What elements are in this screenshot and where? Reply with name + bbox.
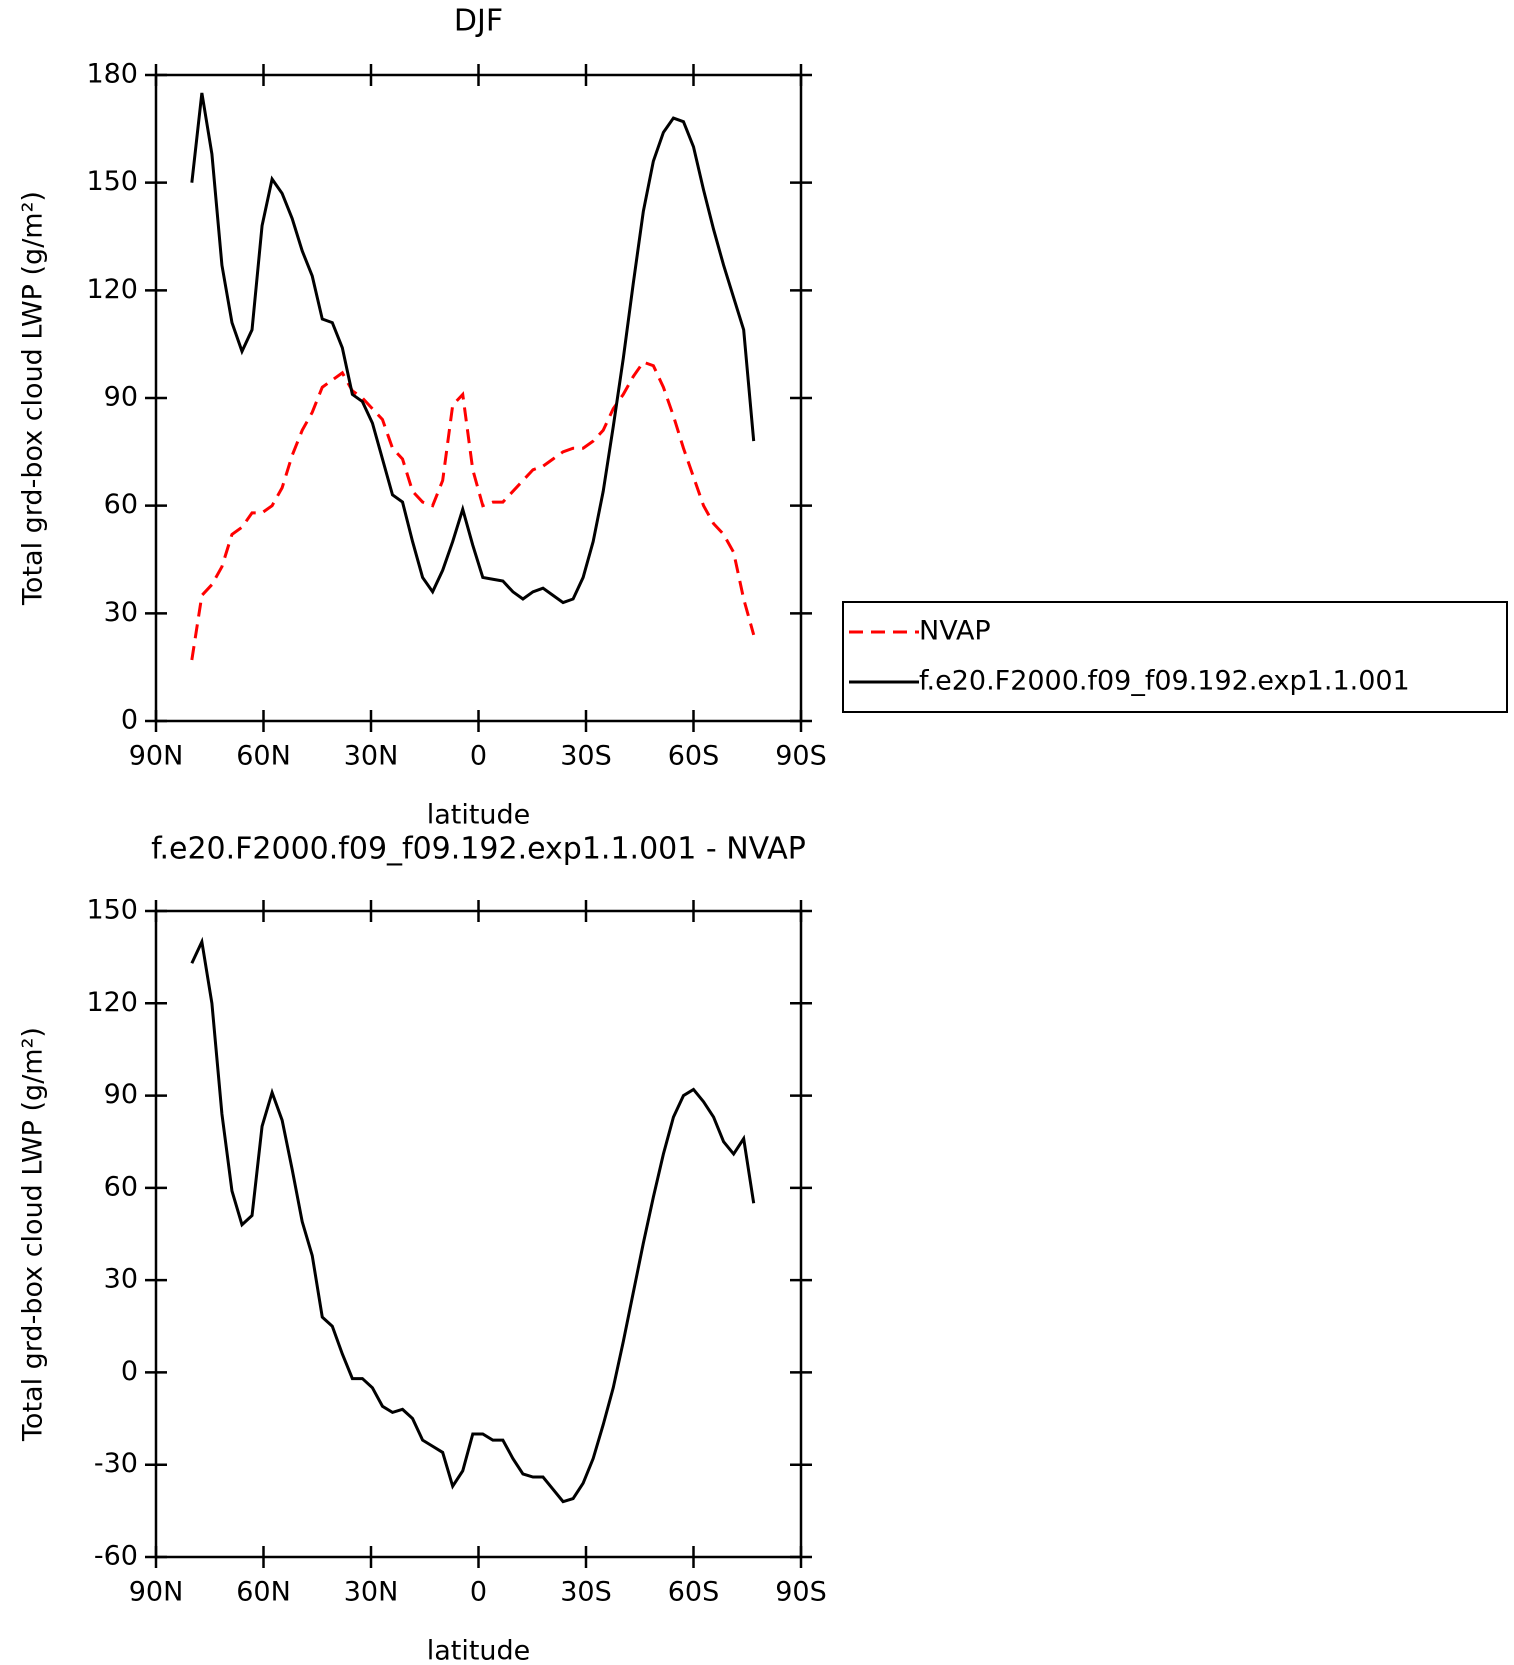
legend-label: NVAP <box>919 616 991 647</box>
data-line <box>190 92 756 605</box>
plot-frame <box>154 73 803 723</box>
plot-frame <box>154 909 803 1559</box>
x-tick-label: 90N <box>129 741 184 772</box>
y-tick-label: 180 <box>86 59 138 90</box>
x-tick-label: 0 <box>470 741 487 772</box>
y-tick-label: 0 <box>121 705 138 736</box>
x-tick-label: 0 <box>470 1577 487 1608</box>
y-tick-label: 60 <box>104 489 138 520</box>
y-tick-label: 150 <box>86 895 138 926</box>
y-axis-label: Total grd-box cloud LWP (g/m²) <box>18 1027 49 1442</box>
x-tick-label: 90N <box>129 1577 184 1608</box>
y-tick-label: -30 <box>94 1448 138 1479</box>
y-tick-label: 0 <box>121 1356 138 1387</box>
x-tick-label: 30N <box>344 741 399 772</box>
x-axis-label: latitude <box>427 1636 531 1665</box>
y-tick-label: 120 <box>86 274 138 305</box>
x-tick-label: 30S <box>560 741 612 772</box>
chart-title: f.e20.F2000.f09_f09.192.exp1.1.001 - NVA… <box>151 832 806 867</box>
y-tick-label: 30 <box>104 1264 138 1295</box>
y-tick-label: 30 <box>104 597 138 628</box>
chart-title: DJF <box>454 4 503 39</box>
legend-label: f.e20.F2000.f09_f09.192.exp1.1.001 <box>919 666 1410 697</box>
legend-box <box>842 601 1508 713</box>
x-tick-label: 60S <box>668 741 720 772</box>
y-axis-label: Total grd-box cloud LWP (g/m²) <box>18 191 49 606</box>
x-axis-label: latitude <box>427 800 531 831</box>
x-tick-label: 30N <box>344 1577 399 1608</box>
x-tick-label: 90S <box>775 1577 827 1608</box>
x-tick-label: 90S <box>775 741 827 772</box>
data-line <box>190 936 756 1504</box>
x-tick-label: 60N <box>236 741 291 772</box>
data-line <box>190 360 756 661</box>
y-tick-label: 150 <box>86 166 138 197</box>
y-tick-label: 60 <box>104 1171 138 1202</box>
y-tick-label: -60 <box>94 1541 138 1572</box>
x-tick-label: 60N <box>236 1577 291 1608</box>
y-tick-label: 120 <box>86 987 138 1018</box>
x-tick-label: 30S <box>560 1577 612 1608</box>
y-tick-label: 90 <box>104 1079 138 1110</box>
y-tick-label: 90 <box>104 382 138 413</box>
x-tick-label: 60S <box>668 1577 720 1608</box>
